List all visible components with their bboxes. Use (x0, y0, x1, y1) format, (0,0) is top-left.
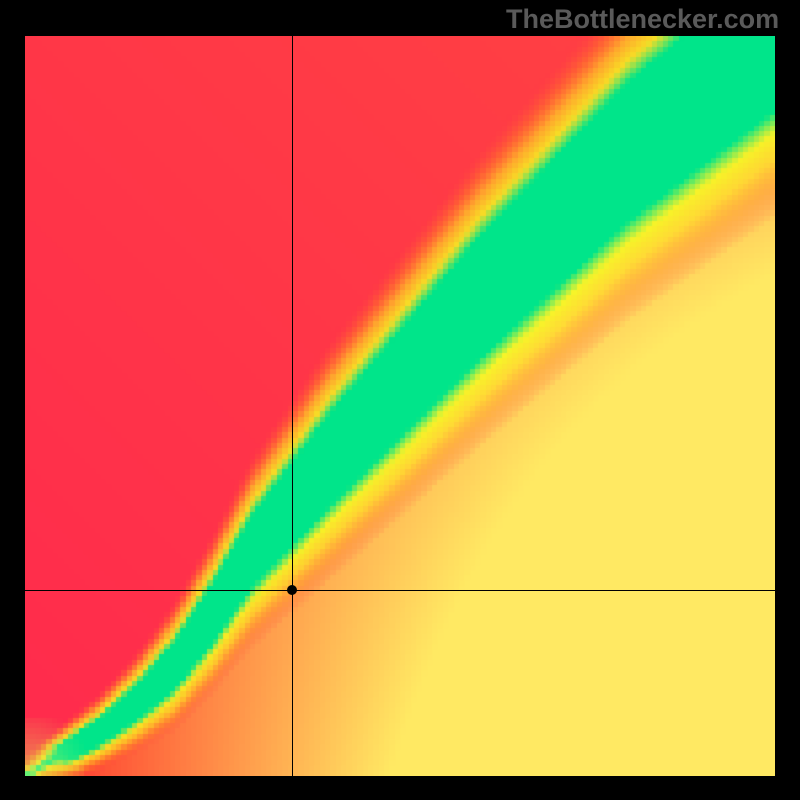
plot-area (25, 36, 775, 776)
watermark-label: TheBottlenecker.com (506, 4, 779, 35)
crosshair-vertical (292, 36, 293, 776)
marker-point (287, 585, 297, 595)
heatmap-canvas (25, 36, 775, 776)
crosshair-horizontal (25, 590, 775, 591)
chart-outer: TheBottlenecker.com (0, 0, 800, 800)
